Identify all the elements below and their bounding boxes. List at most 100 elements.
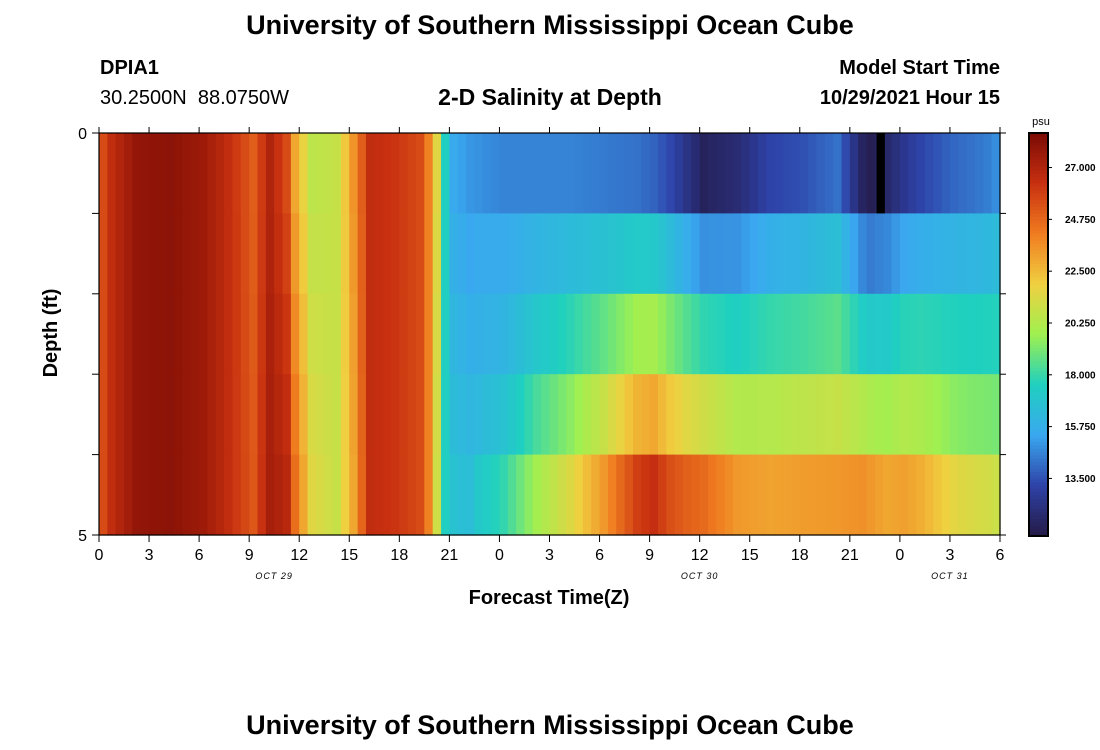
heatmap-cell [682,133,692,214]
heatmap-cell [774,213,784,295]
heatmap-cell [708,293,717,375]
heatmap-cell [524,293,534,375]
heatmap-cell [791,454,801,536]
colorbar-swatch [1029,300,1048,305]
heatmap-cell [574,213,584,295]
heatmap-cell [983,213,993,295]
heatmap-cell [282,454,292,536]
heatmap-cell [557,293,567,375]
heatmap-cell [499,133,509,214]
colorbar-swatch [1029,314,1048,319]
heatmap-cell [574,293,584,375]
page-title-repeat: University of Southern Mississippi Ocean… [246,710,854,740]
heatmap-cell [165,293,175,375]
heatmap-cell [541,454,551,536]
heatmap-cells [99,133,1001,536]
heatmap-cell [607,374,617,456]
heatmap-cell [783,293,793,375]
heatmap-cell [849,213,859,295]
heatmap-cell [858,454,868,536]
heatmap-cell [758,374,767,456]
heatmap-cell [407,374,417,456]
heatmap-cell [858,213,868,295]
heatmap-cell [916,133,926,214]
heatmap-cell [249,374,259,456]
heatmap-cell [908,454,918,536]
heatmap-cell [874,454,884,536]
heatmap-cell [566,293,576,375]
heatmap-cell [691,454,701,536]
colorbar-swatch [1029,388,1048,393]
heatmap-cell [616,454,626,536]
colorbar-swatch [1029,468,1048,473]
heatmap-cell [199,213,209,295]
heatmap-cell [115,374,125,456]
heatmap-cell [783,374,793,456]
colorbar-swatch [1029,277,1048,282]
heatmap-cell [974,213,984,295]
heatmap-cell [891,213,901,295]
heatmap-cell [566,133,576,214]
heatmap-cell [841,293,851,375]
heatmap-cell [365,213,375,295]
heatmap-cell [207,293,217,375]
heatmap-cell [824,454,834,536]
heatmap-cell [983,293,993,375]
heatmap-cell [157,454,167,536]
heatmap-cell [357,133,367,214]
heatmap-cell [265,293,275,375]
heatmap-cell [115,293,125,375]
heatmap-cell [307,213,317,295]
colorbar-swatch [1029,431,1048,436]
heatmap-cell [699,133,709,214]
heatmap-cell [733,293,742,375]
x-tick-label: 3 [545,547,554,564]
heatmap-cell [290,454,300,536]
heatmap-cell [582,293,592,375]
x-tick-label: 9 [245,547,254,564]
heatmap-cell [582,374,592,456]
heatmap-cell [799,374,809,456]
heatmap-cell [841,213,851,295]
heatmap-cell [382,213,392,295]
heatmap-cell [666,374,676,456]
heatmap-cell [933,133,943,214]
heatmap-cell [808,374,818,456]
colorbar-swatch [1029,458,1048,463]
heatmap-cell [232,213,242,295]
heatmap-cell [424,213,434,295]
heatmap-cell [215,213,225,295]
heatmap-cell [332,374,342,456]
x-date-label: OCT 31 [931,571,969,581]
heatmap-cell [407,293,417,375]
heatmap-cell [824,133,834,214]
heatmap-cell [824,293,834,375]
heatmap-cell [124,213,133,295]
heatmap-cell [691,374,701,456]
heatmap-cell-min [876,133,885,214]
heatmap-cell [265,374,275,456]
colorbar-swatch [1029,307,1048,312]
heatmap-cell [290,374,300,456]
heatmap-cell [249,133,259,214]
heatmap-cell [908,213,918,295]
heatmap-cell [232,374,242,456]
heatmap-cell [666,293,676,375]
heatmap-cell [983,454,993,536]
heatmap-cell [833,133,843,214]
heatmap-cell [441,454,450,536]
heatmap-cell [99,133,108,214]
heatmap-cell [566,374,576,456]
colorbar-swatch [1029,260,1048,265]
heatmap-cell [924,293,934,375]
heatmap-cell [124,374,133,456]
heatmap-cell [899,454,909,536]
colorbar-swatch [1029,173,1048,178]
colorbar-swatch [1029,290,1048,295]
heatmap-cell [257,213,267,295]
colorbar-swatch [1029,361,1048,366]
heatmap-cell [958,213,968,295]
heatmap-cell [274,213,284,295]
colorbar-swatch [1029,133,1048,137]
